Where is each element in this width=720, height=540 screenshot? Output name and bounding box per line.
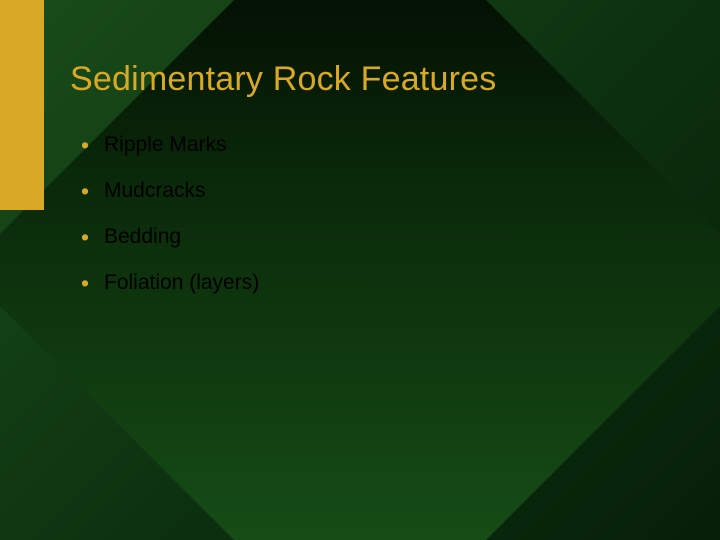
slide-content: Sedimentary Rock Features • Ripple Marks… [0,0,720,540]
bullet-text: Ripple Marks [104,133,227,157]
slide-title: Sedimentary Rock Features [70,60,720,99]
slide: Sedimentary Rock Features • Ripple Marks… [0,0,720,540]
list-item: • Bedding [78,225,720,249]
bullet-icon: • [78,272,92,295]
bullet-text: Foliation (layers) [104,271,259,295]
bullet-icon: • [78,180,92,203]
list-item: • Foliation (layers) [78,271,720,295]
list-item: • Ripple Marks [78,133,720,157]
bullet-list: • Ripple Marks • Mudcracks • Bedding • F… [70,133,720,295]
bullet-icon: • [78,226,92,249]
bullet-text: Bedding [104,225,181,249]
bullet-text: Mudcracks [104,179,206,203]
bullet-icon: • [78,134,92,157]
list-item: • Mudcracks [78,179,720,203]
